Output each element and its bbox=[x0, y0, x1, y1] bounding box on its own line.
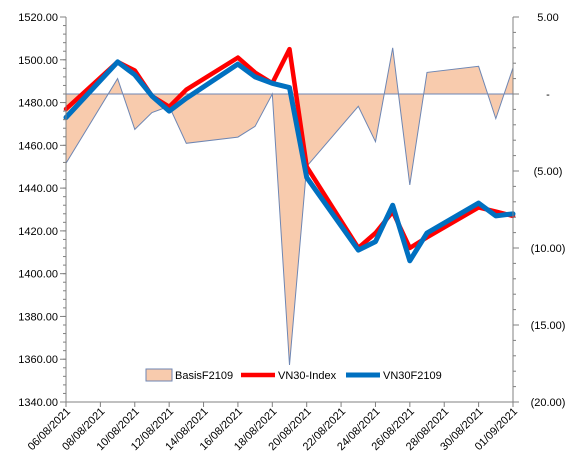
area-BasisF2109 bbox=[66, 47, 513, 366]
y-left-tick-label: 1520.00 bbox=[18, 12, 58, 24]
legend-label-BasisF2109: BasisF2109 bbox=[175, 370, 233, 382]
y-right-tick-label: (20.00) bbox=[531, 397, 566, 409]
y-left-tick-label: 1380.00 bbox=[18, 311, 58, 323]
y-right-tick-label: 5.00 bbox=[537, 12, 558, 24]
y-left-tick-label: 1400.00 bbox=[18, 269, 58, 281]
legend-label-VN30-Index: VN30-Index bbox=[278, 370, 337, 382]
y-right-tick-label: - bbox=[546, 89, 550, 101]
y-left-tick-label: 1360.00 bbox=[18, 354, 58, 366]
area-outline-BasisF2109 bbox=[65, 47, 514, 366]
legend-swatch-BasisF2109 bbox=[145, 368, 173, 382]
y-right-tick-label: (10.00) bbox=[531, 243, 566, 255]
y-left-tick-label: 1340.00 bbox=[18, 397, 58, 409]
y-left-tick-label: 1500.00 bbox=[18, 55, 58, 67]
y-right-tick-label: (5.00) bbox=[534, 166, 563, 178]
y-left-tick-label: 1440.00 bbox=[18, 183, 58, 195]
y-left-tick-label: 1420.00 bbox=[18, 226, 58, 238]
legend-label-VN30F2109: VN30F2109 bbox=[383, 370, 442, 382]
y-right-tick-label: (15.00) bbox=[531, 320, 566, 332]
line-layer bbox=[63, 46, 516, 264]
y-left-tick-label: 1460.00 bbox=[18, 140, 58, 152]
legend: BasisF2109 VN30-Index VN30F2109 bbox=[145, 368, 442, 382]
series-line-VN30F2109 bbox=[63, 59, 516, 264]
y-left-tick-label: 1480.00 bbox=[18, 98, 58, 110]
